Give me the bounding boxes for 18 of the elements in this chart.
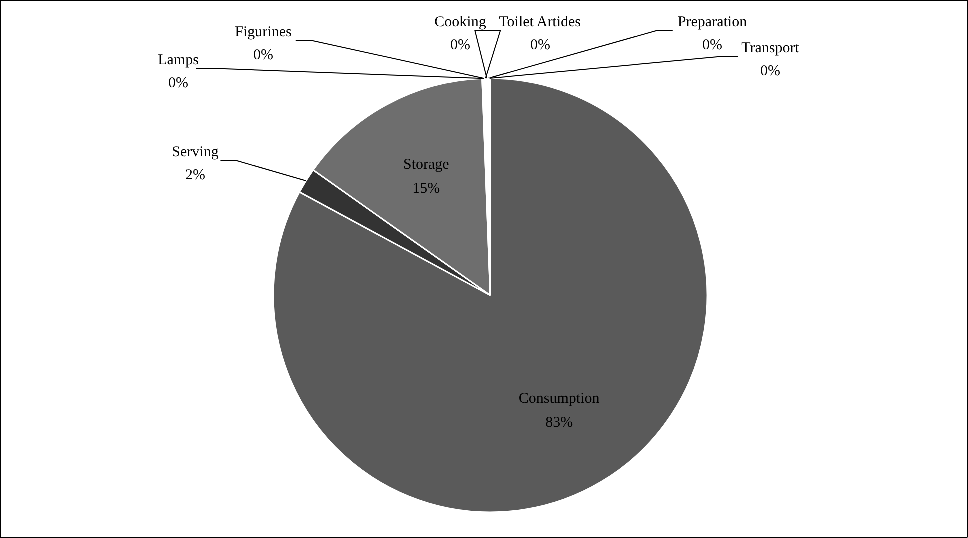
- slice-label: Lamps: [158, 52, 200, 68]
- slice-label: Figurines: [235, 24, 292, 40]
- data-label: 2%: [186, 168, 206, 184]
- data-label: 83%: [546, 415, 574, 432]
- data-label: 0%: [254, 48, 274, 64]
- slice-label: Toilet Artides: [499, 14, 582, 30]
- slice-label: Consumption: [518, 391, 600, 408]
- data-label: 15%: [412, 181, 440, 198]
- data-label: 0%: [450, 38, 470, 54]
- slice-label: Preparation: [678, 14, 748, 30]
- data-label: 0%: [760, 64, 780, 80]
- slice-label: Storage: [404, 157, 450, 174]
- slice-label: Serving: [172, 144, 220, 160]
- slice-label: Cooking: [434, 14, 487, 30]
- data-label: 0%: [168, 76, 188, 92]
- data-label: 0%: [530, 38, 550, 54]
- data-label: 0%: [702, 38, 722, 54]
- slice-label: Transport: [742, 40, 800, 56]
